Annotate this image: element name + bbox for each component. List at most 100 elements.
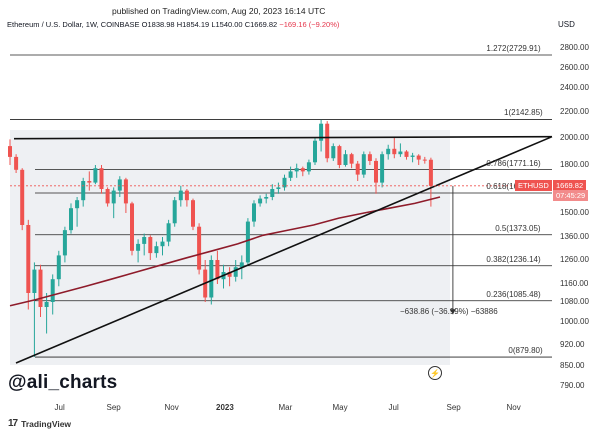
price-badge-symbol: ETHUSD xyxy=(515,180,552,191)
fib-label: 0.382(1236.14) xyxy=(486,254,541,264)
x-tick-label: Nov xyxy=(506,403,521,412)
measure-label: −638.86 (−36.99%) −63886 xyxy=(400,307,498,316)
candle-down xyxy=(148,237,153,254)
lightning-icon[interactable]: ⚡ xyxy=(428,366,442,380)
candle-up xyxy=(233,267,238,277)
y-tick-label: 1800.00 xyxy=(560,160,589,169)
candle-up xyxy=(136,243,141,251)
brand-name: TradingView xyxy=(21,418,72,429)
candle-up xyxy=(154,246,159,254)
candle-down xyxy=(367,154,372,161)
y-tick-label: 790.00 xyxy=(560,381,585,390)
measure-arrowhead xyxy=(449,309,456,315)
x-tick-label: May xyxy=(332,403,348,412)
y-tick-label: 1000.00 xyxy=(560,317,589,326)
y-tick-label: 2400.00 xyxy=(560,83,589,92)
candle-up xyxy=(111,190,116,204)
candle-up xyxy=(380,154,385,183)
y-tick-label: 1260.00 xyxy=(560,255,589,264)
candle-up xyxy=(239,262,244,268)
candle-down xyxy=(392,148,397,155)
candle-up xyxy=(32,269,37,293)
candle-down xyxy=(227,272,232,277)
currency-label[interactable]: USD xyxy=(558,20,575,29)
candle-up xyxy=(44,302,49,307)
fib-label: 0.786(1771.16) xyxy=(486,158,541,168)
y-tick-label: 920.00 xyxy=(560,340,585,349)
y-tick-label: 2000.00 xyxy=(560,133,589,142)
price-badge-countdown: 07:45:29 xyxy=(553,190,589,201)
open-value: O1838.98 xyxy=(141,20,175,29)
symbol-header[interactable]: Ethereum / U.S. Dollar, 1W, COINBASE O18… xyxy=(7,20,339,29)
candle-up xyxy=(50,279,55,302)
high-value: H1854.19 xyxy=(176,20,210,29)
candle-up xyxy=(288,171,293,178)
change-value: −169.16 (−9.20%) xyxy=(279,20,340,29)
fib-label: 1.272(2729.91) xyxy=(486,44,541,53)
candle-up xyxy=(178,190,183,201)
y-tick-label: 1500.00 xyxy=(560,208,589,217)
y-tick-label: 2200.00 xyxy=(560,107,589,116)
candle-up xyxy=(93,168,98,183)
fib-label: 0.5(1373.05) xyxy=(495,223,541,233)
y-tick-label: 1160.00 xyxy=(560,279,589,288)
publish-note: published on TradingView.com, Aug 20, 20… xyxy=(112,6,326,16)
symbol-title: Ethereum / U.S. Dollar, 1W, COINBASE xyxy=(7,20,140,29)
candle-up xyxy=(258,198,263,204)
candle-down xyxy=(191,200,195,227)
candle-up xyxy=(69,208,73,231)
candle-down xyxy=(300,168,305,172)
candles xyxy=(8,119,433,357)
fib-levels xyxy=(10,54,552,358)
candle-down xyxy=(197,226,202,270)
candle-up xyxy=(142,237,147,244)
price-badge-price: 1669.82 xyxy=(553,180,587,191)
close-value: C1669.82 xyxy=(244,20,278,29)
candle-down xyxy=(105,189,110,204)
fib-label: 0.618(1625.13) xyxy=(486,181,541,191)
y-tick-label: 850.00 xyxy=(560,361,585,370)
y-tick-label: 2600.00 xyxy=(560,63,589,72)
fib-label: 0(879.80) xyxy=(508,346,543,356)
candle-down xyxy=(374,160,378,183)
candle-up xyxy=(62,230,67,256)
candle-up xyxy=(81,181,86,201)
candle-down xyxy=(416,155,421,160)
candle-down xyxy=(20,169,25,225)
candle-down xyxy=(422,159,427,161)
candle-down xyxy=(130,203,134,251)
candle-up xyxy=(343,154,348,165)
y-tick-label: 2800.00 xyxy=(560,43,589,52)
candle-down xyxy=(325,123,330,159)
candle-up xyxy=(361,154,366,175)
tradingview-brand[interactable]: 17 TradingView xyxy=(8,418,71,429)
candle-up xyxy=(319,123,324,141)
y-tick-label: 1080.00 xyxy=(560,297,589,306)
x-tick-label: Nov xyxy=(164,403,179,412)
candle-down xyxy=(404,151,409,157)
candle-down xyxy=(337,146,342,165)
fib-label: 0.236(1085.48) xyxy=(486,289,541,299)
candle-up xyxy=(264,197,269,199)
triangle-lower-line xyxy=(15,135,553,364)
author-watermark: @ali_charts xyxy=(8,372,118,393)
candle-down xyxy=(26,225,31,293)
candle-down xyxy=(215,260,220,280)
candle-up xyxy=(306,162,311,172)
candle-up xyxy=(313,140,317,163)
candle-up xyxy=(117,179,122,191)
candle-up xyxy=(398,151,403,155)
candle-down xyxy=(349,154,354,164)
x-tick-label: Jul xyxy=(54,403,65,412)
candle-up xyxy=(245,221,250,263)
candle-up xyxy=(410,155,415,157)
candle-up xyxy=(331,146,336,159)
candle-up xyxy=(172,200,177,224)
candle-up xyxy=(270,189,275,197)
candle-down xyxy=(8,146,12,157)
candle-up xyxy=(209,260,214,298)
candle-up xyxy=(276,187,281,189)
candle-up xyxy=(75,200,80,209)
candle-down xyxy=(99,168,104,189)
